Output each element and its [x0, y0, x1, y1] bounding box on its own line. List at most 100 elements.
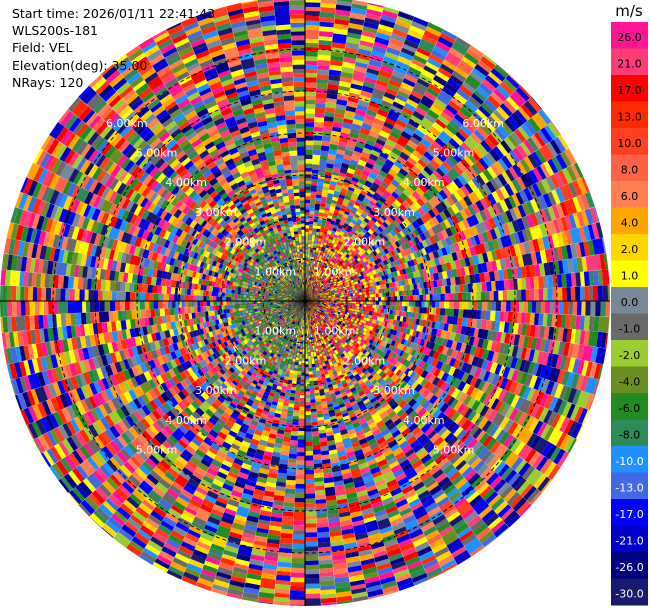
ray-spoke — [242, 300, 306, 334]
ray-spoke — [304, 248, 352, 302]
ray-spoke — [242, 268, 306, 302]
ray-spoke — [286, 300, 306, 369]
ray-spoke — [304, 300, 360, 346]
ray-spoke — [304, 300, 371, 327]
colorbar-swatch — [611, 101, 648, 129]
ray-spoke — [304, 300, 358, 348]
ray-spoke — [304, 293, 375, 302]
ray-spoke — [304, 300, 375, 305]
ray-spoke — [237, 282, 306, 302]
ray-spoke — [248, 300, 306, 343]
ray-spoke — [301, 300, 306, 371]
colorbar-swatch — [611, 287, 648, 314]
colorbar-tick-label: 26.0 — [617, 31, 642, 44]
ray-spoke — [272, 238, 306, 302]
colorbar-swatch — [611, 181, 648, 208]
ray-spoke — [238, 279, 306, 302]
ray-spoke — [246, 300, 306, 340]
ray-spoke — [304, 231, 317, 302]
colorbar-tick-label: 0.0 — [621, 296, 639, 309]
ray-spoke — [304, 300, 364, 340]
ray-spoke — [304, 238, 338, 302]
colorbar-tick-label: -30.0 — [615, 588, 643, 601]
ray-spoke — [258, 248, 306, 302]
ray-spoke — [304, 300, 372, 323]
range-ring-label: 3.00km — [195, 206, 237, 219]
velocity-gate-group — [9, 5, 610, 604]
colorbar-tick-label: -10.0 — [615, 455, 643, 468]
ray-spoke — [293, 300, 306, 371]
ray-spoke — [250, 300, 306, 346]
ray-spoke — [260, 300, 306, 356]
ray-spoke — [237, 300, 306, 320]
ray-spoke — [260, 246, 306, 302]
ray-spoke — [263, 244, 306, 302]
range-ring-label: 1.00km — [255, 265, 297, 278]
ray-spoke — [290, 232, 306, 302]
colorbar-tick-label: -26.0 — [615, 561, 643, 574]
range-ring-label: 3.00km — [373, 384, 415, 397]
ray-spoke — [258, 300, 306, 354]
ray-spoke — [304, 259, 362, 302]
ray-spoke — [276, 236, 306, 302]
ray-spoke — [304, 300, 366, 337]
colorbar-tick-label: 13.0 — [617, 111, 642, 124]
ray-spoke — [304, 297, 375, 302]
ray-spoke — [283, 234, 306, 302]
range-ring-label: 5.00km — [433, 444, 475, 457]
ray-spoke — [304, 282, 373, 302]
colorbar-tick-label: 1.0 — [621, 270, 639, 283]
ray-spoke — [304, 300, 375, 309]
ray-spoke — [246, 262, 306, 302]
range-ring-label: 5.00km — [136, 444, 178, 457]
ray-spoke — [239, 275, 306, 302]
ray-spoke — [304, 300, 355, 351]
ray-spoke — [248, 259, 306, 302]
colorbar-swatch — [611, 260, 648, 288]
colorbar-tick-label: -6.0 — [619, 402, 640, 415]
colorbar-tick-label: 21.0 — [617, 58, 642, 71]
velocity-gate-group — [12, 0, 610, 595]
elevation-label: Elevation(deg): 35.00 — [12, 57, 148, 73]
ray-spoke — [244, 265, 306, 302]
ray-spoke — [236, 286, 306, 302]
ray-spoke — [276, 300, 306, 366]
velocity-gate-group — [15, 1, 607, 590]
velocity-gate-group — [5, 0, 598, 606]
range-ring-label: 5.00km — [136, 147, 178, 160]
range-ring-label: 2.00km — [344, 236, 386, 249]
range-ring-label: 5.00km — [433, 147, 475, 160]
colorbar-tick-label: -17.0 — [615, 508, 643, 521]
ray-spoke — [272, 300, 306, 364]
colorbar-unit-label: m/s — [615, 2, 643, 20]
ray-spoke — [304, 300, 344, 360]
colorbar-swatches — [611, 22, 648, 606]
colorbar-tick-label: 4.0 — [621, 217, 639, 230]
range-ring-label: 6.00km — [106, 117, 148, 130]
colorbar-tick-label: 6.0 — [621, 190, 639, 203]
ray-spoke — [304, 234, 327, 302]
ray-spoke — [252, 300, 306, 348]
colorbar-swatch — [611, 525, 648, 553]
range-ring — [52, 48, 558, 554]
range-ring-label: 4.00km — [403, 414, 445, 427]
range-ring-label: 1.00km — [255, 325, 297, 338]
colorbar-swatch — [611, 340, 648, 367]
ray-spoke — [301, 231, 306, 302]
ray-spoke — [304, 300, 341, 362]
range-ring-label: 3.00km — [195, 384, 237, 397]
ray-spoke — [236, 300, 306, 316]
ray-spoke — [304, 300, 327, 368]
ray-spoke — [252, 254, 306, 302]
ray-spoke — [304, 300, 370, 330]
ray-spoke — [250, 256, 306, 302]
ray-spoke — [255, 300, 306, 351]
colorbar-swatch — [611, 393, 648, 420]
colorbar-tick-label: 10.0 — [617, 137, 642, 150]
colorbar-swatch — [611, 419, 648, 447]
ray-spoke — [304, 300, 334, 366]
ray-spoke — [266, 242, 306, 302]
